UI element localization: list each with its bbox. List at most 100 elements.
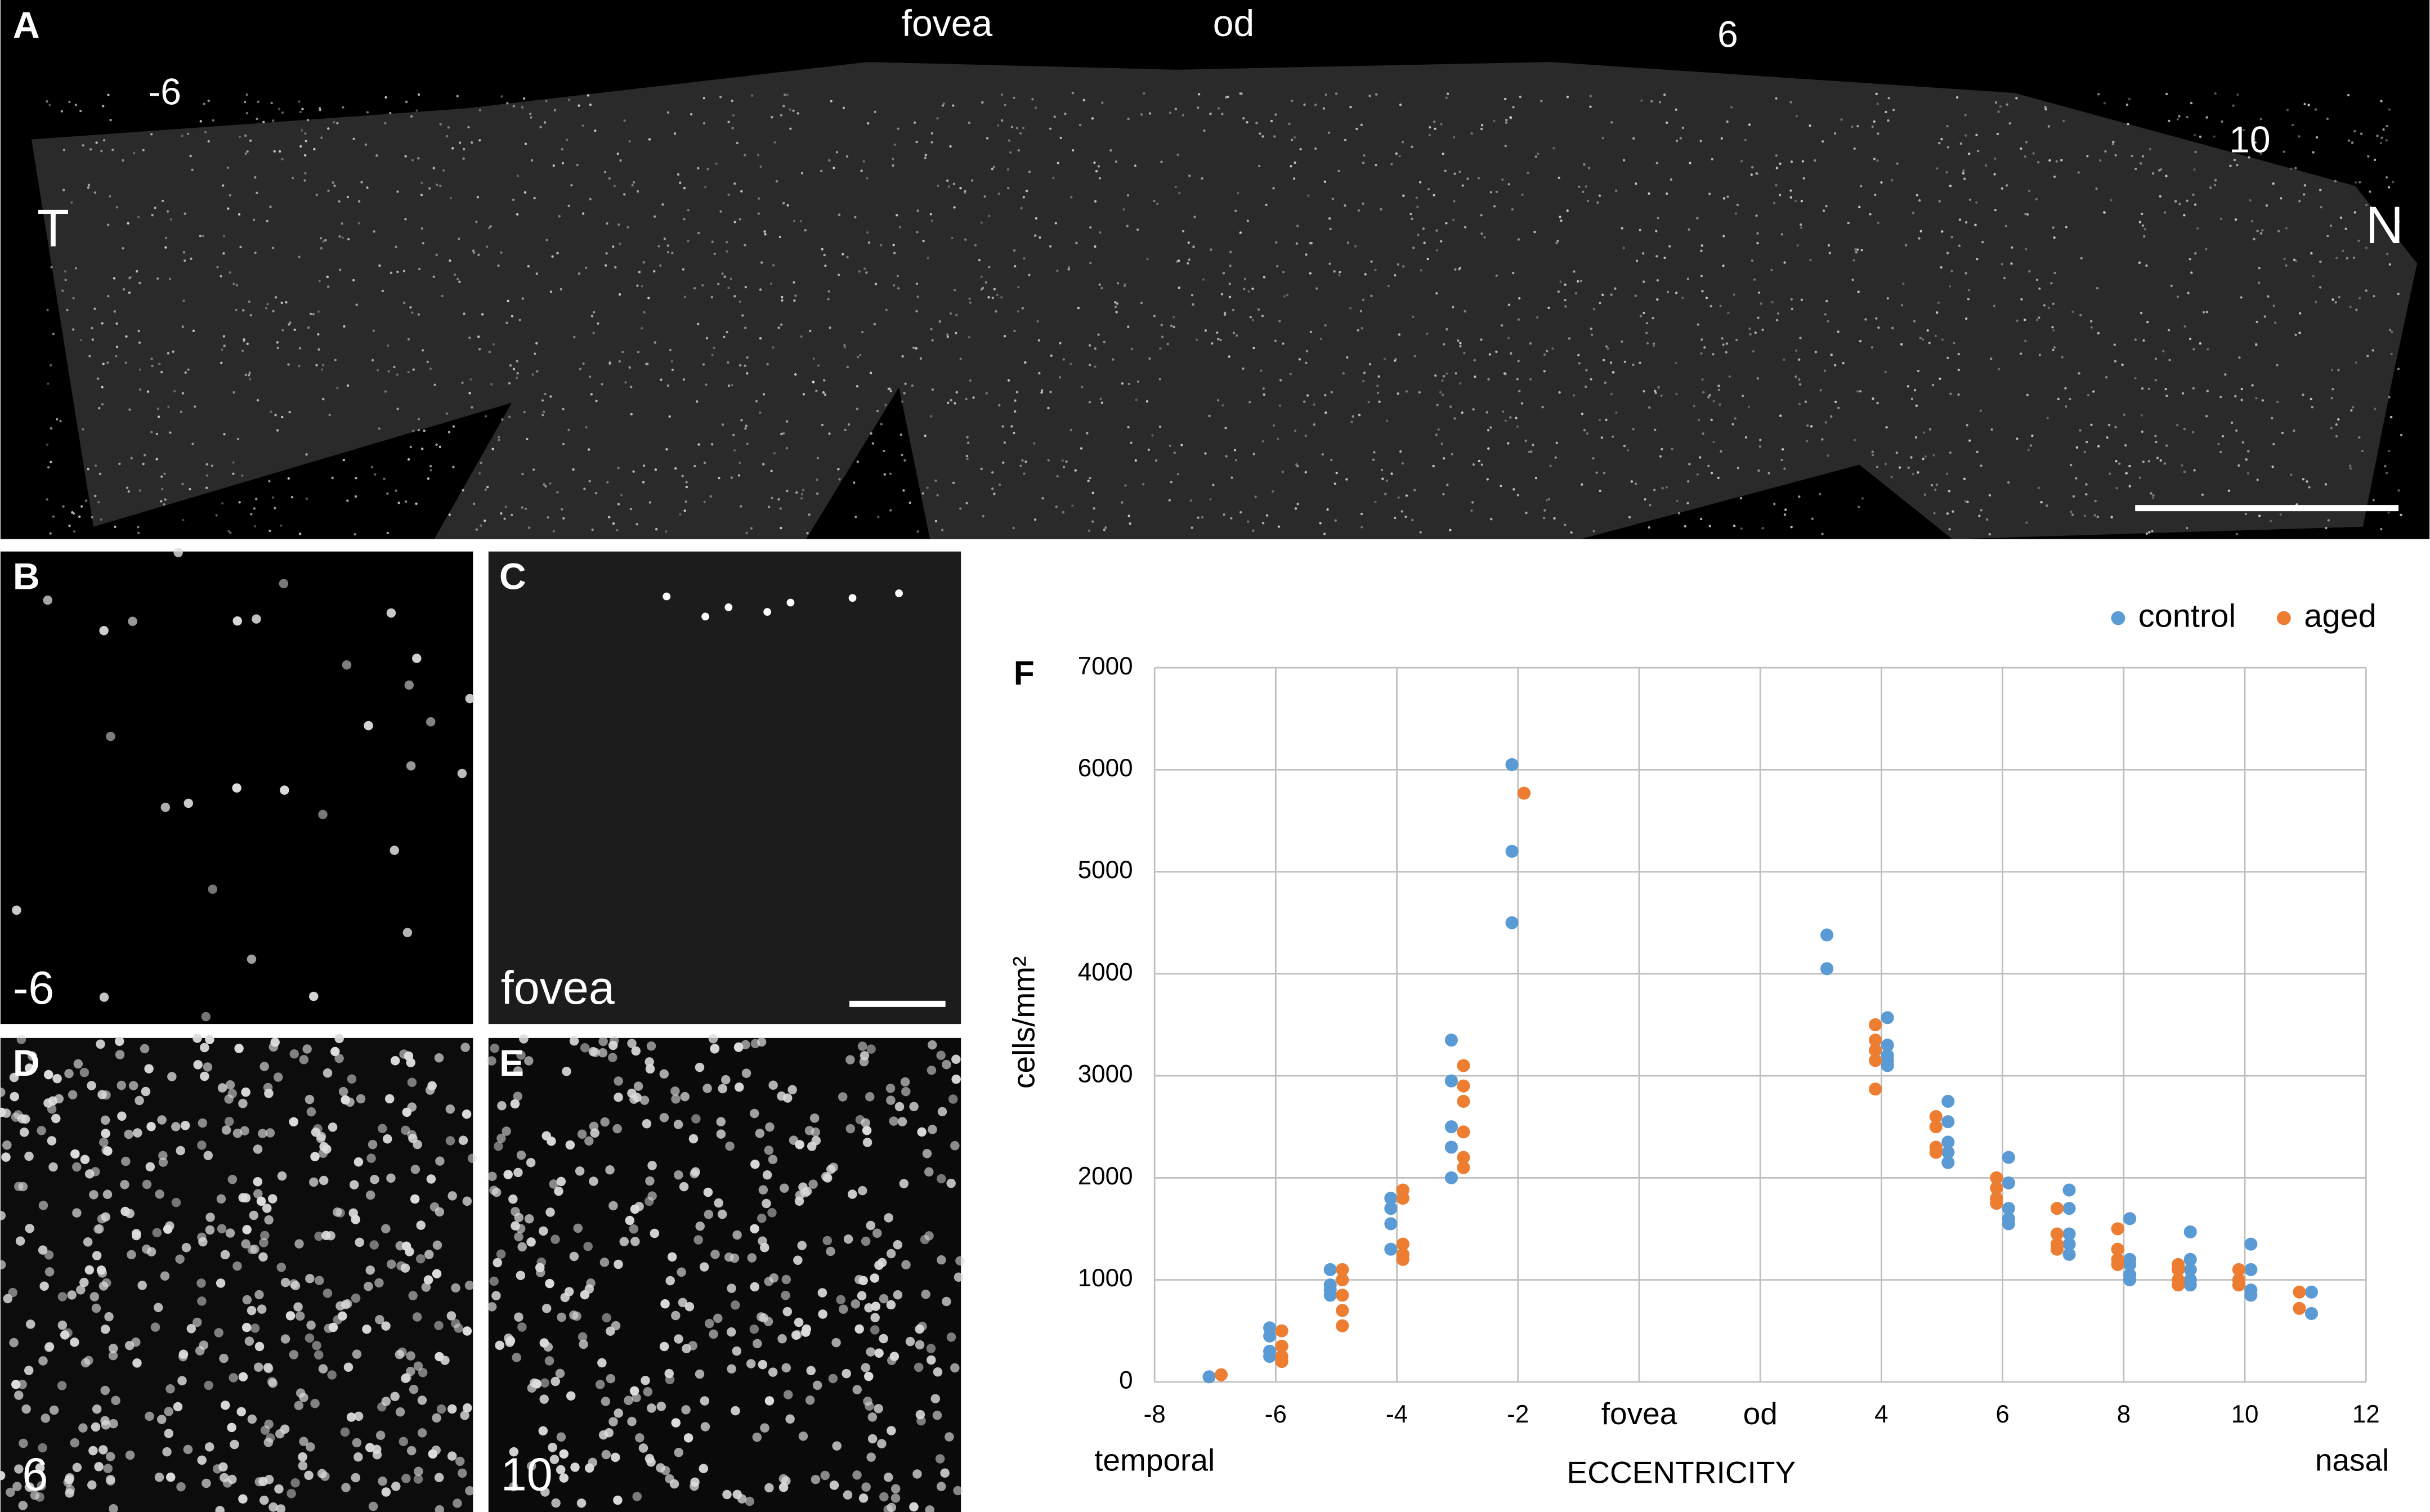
cell xyxy=(791,1330,801,1340)
cell xyxy=(732,433,735,437)
cell xyxy=(82,144,84,147)
cell xyxy=(1790,160,1793,163)
cell xyxy=(1310,241,1313,245)
cell xyxy=(160,370,163,374)
cell xyxy=(1501,410,1505,413)
cell xyxy=(727,1364,736,1374)
cell xyxy=(162,1447,172,1457)
cell xyxy=(578,104,580,107)
x-axis-label: ECCENTRICITY xyxy=(1567,1455,1796,1489)
cell xyxy=(1319,337,1322,341)
cell xyxy=(2083,450,2086,454)
cell xyxy=(545,1278,554,1289)
cell xyxy=(1857,506,1860,508)
cell xyxy=(353,1157,364,1167)
cell xyxy=(1686,480,1690,483)
cell xyxy=(497,264,500,267)
cell xyxy=(1243,278,1247,280)
cell xyxy=(1884,463,1887,466)
cell xyxy=(2330,427,2333,430)
cell xyxy=(1344,138,1347,141)
cell xyxy=(2106,436,2109,439)
cell xyxy=(629,1224,639,1234)
cell xyxy=(2205,116,2208,119)
cell xyxy=(1304,434,1307,437)
cell xyxy=(750,1224,759,1234)
cell xyxy=(764,232,767,236)
cell xyxy=(2051,325,2054,329)
legend-marker xyxy=(2111,611,2125,625)
cell xyxy=(1642,280,1645,283)
cell xyxy=(614,266,617,269)
cell xyxy=(271,247,275,249)
cell xyxy=(2259,152,2262,155)
cell xyxy=(828,1374,838,1384)
cell xyxy=(555,1368,565,1379)
cell xyxy=(731,99,733,102)
cell xyxy=(205,1035,214,1045)
cell xyxy=(647,1191,657,1201)
point xyxy=(1263,1349,1277,1363)
cell xyxy=(1166,342,1169,346)
cell xyxy=(741,1068,751,1078)
cell xyxy=(952,481,955,484)
cell xyxy=(1223,513,1225,516)
cell xyxy=(272,310,275,313)
cell xyxy=(585,426,588,429)
cell xyxy=(759,1313,769,1323)
cell xyxy=(1487,378,1490,381)
cell xyxy=(665,1474,674,1484)
cell xyxy=(2023,319,2026,321)
cell xyxy=(1962,172,1965,175)
cell xyxy=(589,198,592,201)
cell xyxy=(1423,241,1426,244)
cell xyxy=(511,513,513,517)
cell xyxy=(256,191,258,194)
cell xyxy=(254,176,257,179)
cell xyxy=(1775,184,1778,187)
cell xyxy=(1941,338,1944,341)
cell xyxy=(314,1231,324,1241)
cell xyxy=(299,1055,309,1064)
cell xyxy=(145,1162,155,1172)
cell xyxy=(2372,499,2375,502)
cell xyxy=(1177,260,1180,262)
cell xyxy=(475,220,478,223)
cell xyxy=(2097,445,2100,448)
cell xyxy=(1378,400,1381,403)
cell xyxy=(1003,335,1006,338)
cell xyxy=(1693,405,1696,408)
x-tick-label: -2 xyxy=(1507,1401,1529,1428)
cell xyxy=(28,1051,37,1061)
cell xyxy=(1585,185,1588,188)
cell xyxy=(1994,208,1997,212)
cell xyxy=(1907,466,1910,469)
cell xyxy=(1946,146,1950,149)
cell xyxy=(589,1177,598,1186)
cell xyxy=(666,244,670,247)
cell xyxy=(239,245,242,248)
cell xyxy=(417,1395,427,1405)
cell xyxy=(995,310,997,313)
cell xyxy=(1254,495,1257,498)
cell xyxy=(462,1196,472,1206)
cell xyxy=(965,454,969,458)
cell xyxy=(1733,524,1736,527)
cell xyxy=(1104,526,1107,529)
cell xyxy=(310,312,312,316)
point xyxy=(2123,1212,2137,1225)
cell xyxy=(330,1046,340,1057)
cell xyxy=(597,322,599,325)
cell xyxy=(1094,200,1097,203)
cell xyxy=(1204,329,1207,332)
cell xyxy=(99,625,109,636)
cell xyxy=(192,329,195,332)
cell xyxy=(2181,464,2183,467)
cell xyxy=(181,325,184,328)
cell xyxy=(130,457,133,460)
cell xyxy=(161,199,164,203)
cell xyxy=(727,361,730,364)
cell xyxy=(238,1193,248,1202)
cell xyxy=(2139,162,2142,165)
cell xyxy=(600,1117,610,1127)
